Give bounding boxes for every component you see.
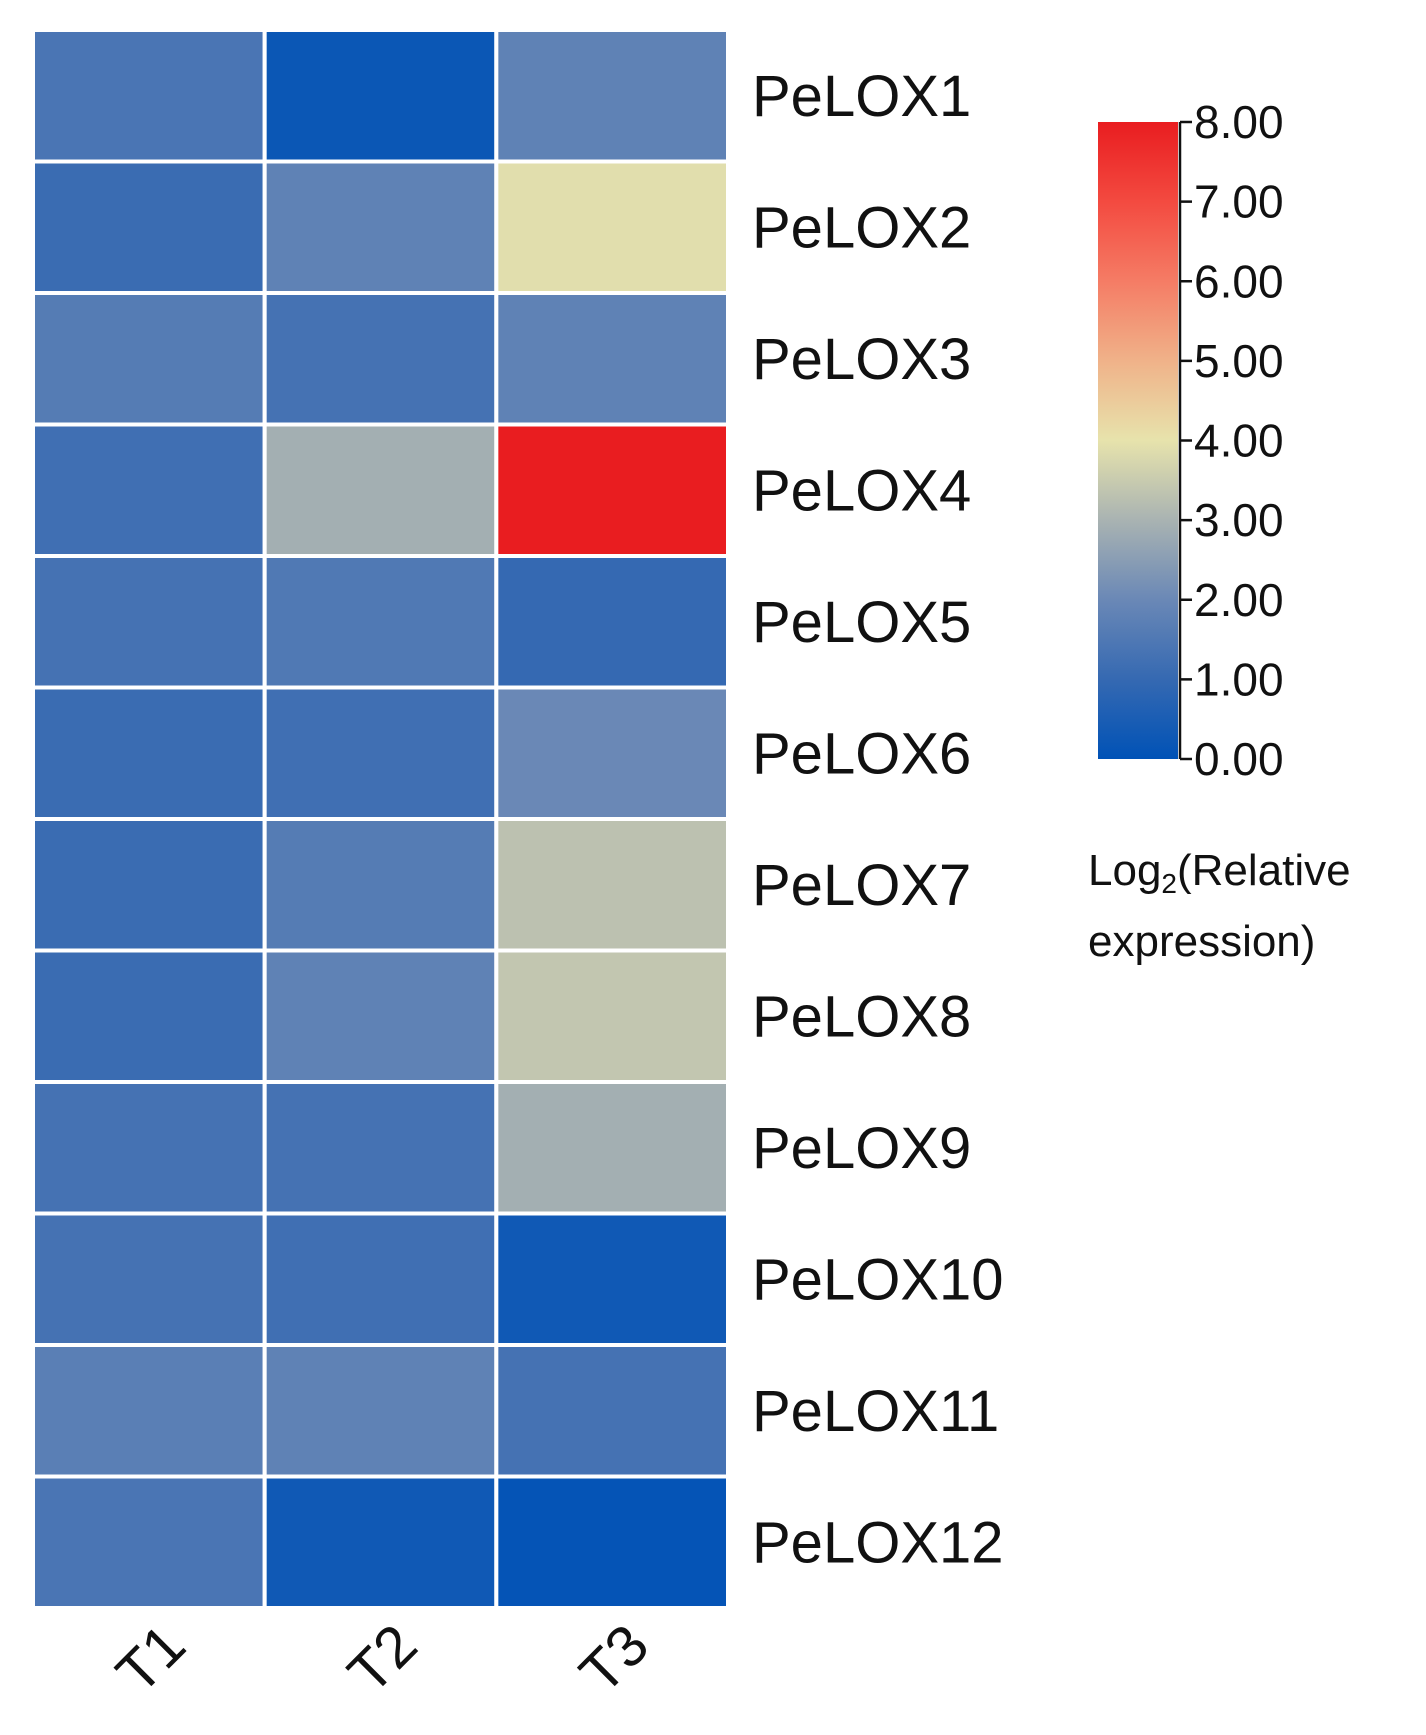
row-label-PeLOX6: PeLOX6 <box>752 721 971 786</box>
heatmap-cell-PeLOX7-T1 <box>31 817 267 953</box>
colorbar: 0.00 1.00 2.00 3.00 4.00 5.00 6.00 7.00 8.00 <box>1098 96 1284 785</box>
row-label-PeLOX12: PeLOX12 <box>752 1510 1004 1575</box>
heatmap-cell-PeLOX4-T1 <box>31 422 267 558</box>
colorbar-tick-label: 2.00 <box>1194 574 1284 626</box>
colorbar-tick-label: 8.00 <box>1194 96 1284 148</box>
heatmap-cell-PeLOX6-T3 <box>494 685 731 821</box>
heatmap-cell-PeLOX6-T1 <box>31 685 267 821</box>
heatmap-cell-PeLOX1-T3 <box>494 28 731 164</box>
heatmap-cell-PeLOX9-T3 <box>494 1080 731 1216</box>
column-label-T1: T1 <box>104 1612 198 1706</box>
row-labels: PeLOX1 PeLOX2 PeLOX3 PeLOX4 PeLOX5 PeLOX6 PeLO… <box>752 64 1004 1576</box>
colorbar-title: Log2(Relative expression) <box>1088 842 1418 971</box>
colorbar-title-suffix: (Relative expression) <box>1088 846 1351 966</box>
colorbar-tick-label: 1.00 <box>1194 653 1284 705</box>
row-label-PeLOX10: PeLOX10 <box>752 1247 1004 1312</box>
row-label-PeLOX8: PeLOX8 <box>752 984 971 1049</box>
colorbar-tick-label: 7.00 <box>1194 176 1284 228</box>
heatmap-cell-PeLOX4-T3 <box>494 422 731 558</box>
column-labels: T1 T2 T3 <box>104 1612 661 1706</box>
colorbar-title-subscript: 2 <box>1161 868 1177 899</box>
row-label-PeLOX3: PeLOX3 <box>752 327 971 392</box>
colorbar-gradient-bar <box>1098 122 1178 759</box>
heatmap-cell-PeLOX8-T2 <box>262 948 499 1084</box>
colorbar-tick-label: 0.00 <box>1194 733 1284 785</box>
heatmap-cell-PeLOX12-T2 <box>262 1474 499 1610</box>
colorbar-tick-label: 3.00 <box>1194 494 1284 546</box>
heatmap-cell-PeLOX2-T3 <box>494 159 731 295</box>
heatmap-cell-PeLOX11-T2 <box>262 1343 499 1479</box>
heatmap-cell-PeLOX1-T2 <box>262 28 499 164</box>
heatmap-cell-PeLOX12-T3 <box>494 1474 731 1610</box>
heatmap-cell-PeLOX5-T2 <box>262 554 499 690</box>
heatmap-cell-PeLOX4-T2 <box>262 422 499 558</box>
heatmap-cell-PeLOX1-T1 <box>31 28 267 164</box>
row-label-PeLOX5: PeLOX5 <box>752 590 971 655</box>
heatmap-cell-PeLOX11-T1 <box>31 1343 267 1479</box>
column-label-T3: T3 <box>567 1612 661 1706</box>
heatmap-cell-PeLOX11-T3 <box>494 1343 731 1479</box>
colorbar-tick-label: 6.00 <box>1194 255 1284 307</box>
heatmap-cell-PeLOX3-T3 <box>494 291 731 427</box>
heatmap-cell-PeLOX9-T2 <box>262 1080 499 1216</box>
heatmap-cell-PeLOX5-T1 <box>31 554 267 690</box>
row-label-PeLOX2: PeLOX2 <box>752 195 971 260</box>
heatmap-cell-PeLOX8-T3 <box>494 948 731 1084</box>
colorbar-title-prefix: Log <box>1088 846 1162 895</box>
heatmap-cell-PeLOX10-T2 <box>262 1211 499 1347</box>
heatmap-cell-PeLOX12-T1 <box>31 1474 267 1610</box>
heatmap-cells <box>31 28 731 1610</box>
heatmap-cell-PeLOX5-T3 <box>494 554 731 690</box>
heatmap-cell-PeLOX7-T3 <box>494 817 731 953</box>
heatmap-cell-PeLOX6-T2 <box>262 685 499 821</box>
heatmap-cell-PeLOX10-T3 <box>494 1211 731 1347</box>
heatmap-cell-PeLOX7-T2 <box>262 817 499 953</box>
heatmap-cell-PeLOX8-T1 <box>31 948 267 1084</box>
heatmap-cell-PeLOX9-T1 <box>31 1080 267 1216</box>
heatmap-cell-PeLOX3-T1 <box>31 291 267 427</box>
row-label-PeLOX9: PeLOX9 <box>752 1116 971 1181</box>
row-label-PeLOX11: PeLOX11 <box>752 1379 999 1444</box>
colorbar-ticks: 0.00 1.00 2.00 3.00 4.00 5.00 6.00 7.00 8.00 <box>1180 96 1284 785</box>
heatmap-cell-PeLOX3-T2 <box>262 291 499 427</box>
heatmap-cell-PeLOX2-T2 <box>262 159 499 295</box>
colorbar-tick-label: 5.00 <box>1194 335 1284 387</box>
row-label-PeLOX7: PeLOX7 <box>752 853 971 918</box>
row-label-PeLOX4: PeLOX4 <box>752 458 971 523</box>
column-label-T2: T2 <box>336 1612 430 1706</box>
row-label-PeLOX1: PeLOX1 <box>752 64 971 129</box>
heatmap-cell-PeLOX10-T1 <box>31 1211 267 1347</box>
colorbar-tick-label: 4.00 <box>1194 415 1284 467</box>
heatmap-cell-PeLOX2-T1 <box>31 159 267 295</box>
